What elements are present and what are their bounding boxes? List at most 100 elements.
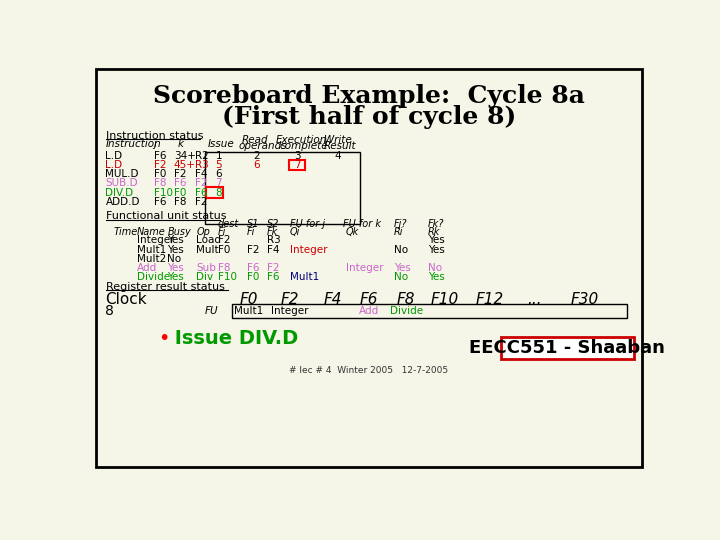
Text: DIV.D: DIV.D	[106, 187, 134, 198]
Text: FU for j: FU for j	[290, 219, 325, 229]
Text: L.D: L.D	[106, 160, 122, 170]
Text: FU: FU	[204, 306, 218, 316]
Text: Fi: Fi	[246, 227, 255, 237]
Text: 3: 3	[294, 151, 301, 161]
Text: Write: Write	[324, 135, 352, 145]
Text: F0: F0	[246, 272, 259, 282]
Text: 34+: 34+	[174, 151, 196, 161]
Text: R2: R2	[194, 151, 208, 161]
Text: No: No	[394, 272, 408, 282]
Text: F2: F2	[153, 160, 166, 170]
Text: Mult1: Mult1	[137, 245, 166, 254]
Text: F2: F2	[194, 178, 207, 188]
Text: Fk?: Fk?	[428, 219, 444, 229]
Text: F4: F4	[194, 169, 207, 179]
Text: dest: dest	[218, 219, 239, 229]
Text: 8: 8	[215, 187, 222, 198]
Text: FU for k: FU for k	[343, 219, 381, 229]
Text: F0: F0	[174, 187, 186, 198]
Text: Yes: Yes	[168, 245, 184, 254]
Text: Qk: Qk	[346, 227, 359, 237]
Text: complete: complete	[279, 141, 328, 151]
Text: F2: F2	[194, 197, 207, 207]
Text: Name: Name	[137, 227, 166, 237]
Text: 8: 8	[106, 304, 114, 318]
Text: 6: 6	[215, 169, 222, 179]
Text: MUL.D: MUL.D	[106, 169, 139, 179]
Text: Execution: Execution	[276, 135, 328, 145]
Text: F8: F8	[218, 263, 230, 273]
Text: Yes: Yes	[428, 235, 445, 245]
Text: Functional unit status: Functional unit status	[106, 212, 226, 221]
Text: F6: F6	[194, 187, 207, 198]
Bar	[289, 159, 305, 170]
Text: Fj?: Fj?	[394, 219, 408, 229]
Text: R3: R3	[194, 160, 208, 170]
Text: ADD.D: ADD.D	[106, 197, 140, 207]
Text: Add: Add	[137, 263, 157, 273]
Text: L.D: L.D	[106, 151, 122, 161]
Text: F10: F10	[153, 187, 173, 198]
Text: Ri: Ri	[394, 227, 403, 237]
Text: Op: Op	[196, 227, 210, 237]
Text: F6: F6	[153, 151, 166, 161]
Text: 5: 5	[215, 160, 222, 170]
Text: Div: Div	[196, 272, 213, 282]
Text: Yes: Yes	[168, 235, 184, 245]
Bar	[232, 304, 627, 318]
Text: S2: S2	[266, 219, 279, 229]
Text: 1: 1	[215, 151, 222, 161]
Text: F4: F4	[323, 292, 342, 307]
Text: No: No	[394, 245, 408, 254]
Text: R3: R3	[266, 235, 281, 245]
Text: F6: F6	[360, 292, 378, 307]
Text: Qi: Qi	[290, 227, 300, 237]
Text: F0: F0	[153, 169, 166, 179]
Bar	[500, 338, 634, 359]
Text: 4: 4	[335, 151, 341, 161]
Text: S1: S1	[246, 219, 259, 229]
Text: Mult1: Mult1	[290, 272, 319, 282]
Text: 2: 2	[253, 151, 259, 161]
Text: •: •	[158, 329, 170, 348]
Text: Instruction status: Instruction status	[106, 131, 203, 140]
Text: Fk: Fk	[266, 227, 278, 237]
Text: Instruction: Instruction	[106, 139, 161, 149]
Text: F8: F8	[153, 178, 166, 188]
Text: EECC551 - Shaaban: EECC551 - Shaaban	[469, 339, 665, 357]
Text: Load: Load	[196, 235, 221, 245]
Text: Scoreboard Example:  Cycle 8a: Scoreboard Example: Cycle 8a	[153, 84, 585, 107]
Text: Mult2: Mult2	[137, 254, 166, 264]
Text: F4: F4	[266, 245, 279, 254]
Text: F2: F2	[174, 169, 186, 179]
Text: Busy: Busy	[168, 227, 192, 237]
Text: Integer: Integer	[271, 306, 309, 316]
Text: F2: F2	[281, 292, 300, 307]
Text: SUB.D: SUB.D	[106, 178, 138, 188]
Text: F2: F2	[218, 235, 230, 245]
Text: ...: ...	[528, 292, 542, 307]
Bar	[206, 187, 223, 198]
Text: 6: 6	[253, 160, 259, 170]
Text: F8: F8	[174, 197, 186, 207]
Text: Issue: Issue	[208, 139, 235, 149]
Text: F10: F10	[218, 272, 237, 282]
Text: F12: F12	[476, 292, 504, 307]
Text: operands: operands	[238, 141, 287, 151]
Text: Rk: Rk	[428, 227, 440, 237]
Text: F2: F2	[266, 263, 279, 273]
Text: Clock: Clock	[106, 292, 147, 307]
Text: j: j	[153, 139, 156, 149]
Text: 7: 7	[215, 178, 222, 188]
Text: Integer: Integer	[290, 245, 328, 254]
Text: Fi: Fi	[218, 227, 226, 237]
Text: 7: 7	[294, 160, 301, 170]
Text: F6: F6	[246, 263, 259, 273]
Text: k: k	[178, 139, 184, 149]
Text: F2: F2	[246, 245, 259, 254]
Text: Yes: Yes	[428, 245, 445, 254]
Text: Integer: Integer	[137, 235, 174, 245]
Text: Divide: Divide	[390, 306, 423, 316]
Text: Register result status: Register result status	[106, 281, 225, 292]
Text: Integer: Integer	[346, 263, 383, 273]
